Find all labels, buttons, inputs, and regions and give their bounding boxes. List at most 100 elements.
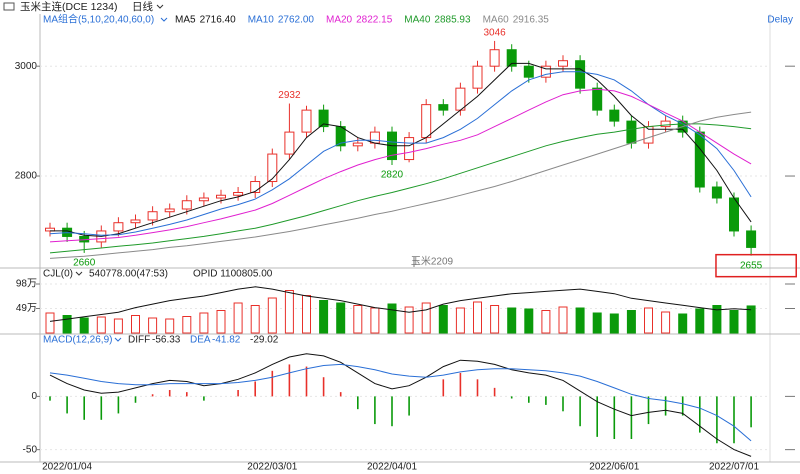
volume-bar xyxy=(387,303,397,334)
volume-bar xyxy=(250,305,260,334)
candle-body xyxy=(489,49,500,67)
volume-bar xyxy=(626,310,636,334)
legend-value: 2916.35 xyxy=(513,15,550,26)
y-tick-label: 3000 xyxy=(15,61,38,72)
candle-body xyxy=(369,131,380,144)
y-tick-label: 0 xyxy=(31,391,37,402)
volume-bar xyxy=(421,302,431,334)
candle-body xyxy=(523,65,534,78)
price-annotation: 2655 xyxy=(740,260,763,271)
volume-bar xyxy=(199,312,209,334)
candle-body xyxy=(233,192,244,196)
volume-bar xyxy=(678,313,688,334)
highlight-box xyxy=(715,253,797,278)
volume-bar xyxy=(609,313,619,334)
candle-body xyxy=(181,200,192,210)
legend-name: MA60 xyxy=(483,15,510,26)
candle-body xyxy=(404,137,415,161)
volume-bar xyxy=(746,305,756,334)
volume-bar xyxy=(267,297,277,334)
volume-bar xyxy=(62,315,72,334)
volume-bar xyxy=(507,307,517,334)
price-annotation: 2932 xyxy=(278,90,301,101)
legend-name: MA20 xyxy=(326,15,353,26)
x-tick-label: 2022/06/01 xyxy=(589,462,639,473)
volume-bar xyxy=(370,307,380,334)
candle-body xyxy=(660,120,671,128)
x-tick-label: 2022/04/01 xyxy=(367,462,417,473)
legend-value: 2885.93 xyxy=(434,15,471,26)
volume-bar xyxy=(336,302,346,334)
macd-value: -29.02 xyxy=(250,335,279,346)
volume-bar xyxy=(541,310,551,334)
dropdown-chevron[interactable] xyxy=(114,337,122,342)
instrument-title[interactable]: 玉米主连(DCE 1234) xyxy=(20,0,117,13)
volume-bar xyxy=(233,302,243,334)
ma-line xyxy=(50,62,752,237)
macd-line xyxy=(49,363,752,442)
dropdown-chevron[interactable] xyxy=(160,17,168,22)
volume-bar xyxy=(455,307,465,334)
legend-name: MA5 xyxy=(175,15,196,26)
ma-line xyxy=(49,71,752,236)
x-tick-label: 2022/01/04 xyxy=(42,462,92,473)
candle-body xyxy=(301,109,312,133)
volume-bar xyxy=(712,305,722,334)
volume-bar xyxy=(661,311,671,334)
candle-body xyxy=(626,120,637,144)
ma-line xyxy=(49,111,752,259)
volume-bar xyxy=(79,317,89,334)
indicator-selector[interactable]: MA组合(5,10,20,40,60,0) xyxy=(43,13,154,26)
price-annotation: 2820 xyxy=(381,170,404,181)
window-icon[interactable] xyxy=(3,2,15,11)
diff-value: -56.33 xyxy=(152,335,181,346)
dropdown-chevron[interactable] xyxy=(156,4,164,9)
period-selector[interactable]: 日线 xyxy=(132,0,153,13)
volume-bar xyxy=(438,305,448,334)
volume-bar xyxy=(473,301,482,334)
candle-body xyxy=(575,60,586,89)
y-tick-label: -50 xyxy=(23,444,38,455)
candle-body xyxy=(506,49,517,67)
price-annotation: 3046 xyxy=(483,28,506,39)
candle-body xyxy=(147,211,158,221)
dea-value: -41.82 xyxy=(212,335,241,346)
volume-bar xyxy=(302,295,311,334)
legend-name: MA40 xyxy=(404,15,431,26)
x-tick-label: 2022/07/01 xyxy=(709,462,759,473)
delay-status: Delay xyxy=(767,15,793,26)
legend-value: 2716.40 xyxy=(200,15,237,26)
volume-bar xyxy=(148,317,158,334)
volume-bar xyxy=(524,308,534,334)
volume-bar xyxy=(644,307,653,334)
candle-body xyxy=(438,104,449,111)
volume-bar xyxy=(96,316,106,334)
candle-body xyxy=(130,219,141,224)
volume-bar xyxy=(284,290,294,334)
dea-name: DEA xyxy=(190,335,211,346)
candle-body xyxy=(164,208,175,213)
macd-title[interactable]: MACD(12,26,9) xyxy=(43,335,112,346)
y-tick-label: 2800 xyxy=(15,171,38,182)
candle-body xyxy=(352,142,363,147)
volume-bar xyxy=(592,312,602,334)
volume-stats: 540778.00(47:53) xyxy=(89,269,168,280)
legend-value: 2822.15 xyxy=(356,15,393,26)
volume-title[interactable]: CJL(0) xyxy=(43,269,73,280)
volume-bar xyxy=(45,312,55,334)
candle-body xyxy=(216,194,226,199)
candle-body xyxy=(284,131,295,155)
volume-bar xyxy=(113,318,123,334)
diff-name: DIFF xyxy=(128,335,150,346)
candle-body xyxy=(267,153,278,183)
volume-bar xyxy=(575,307,585,334)
contract-label: 玉米2209 xyxy=(411,255,454,268)
candle-body xyxy=(711,186,722,199)
volume-bar xyxy=(558,306,568,334)
candle-body xyxy=(318,109,329,128)
legend-name: MA10 xyxy=(248,15,275,26)
dropdown-chevron[interactable] xyxy=(75,271,83,276)
